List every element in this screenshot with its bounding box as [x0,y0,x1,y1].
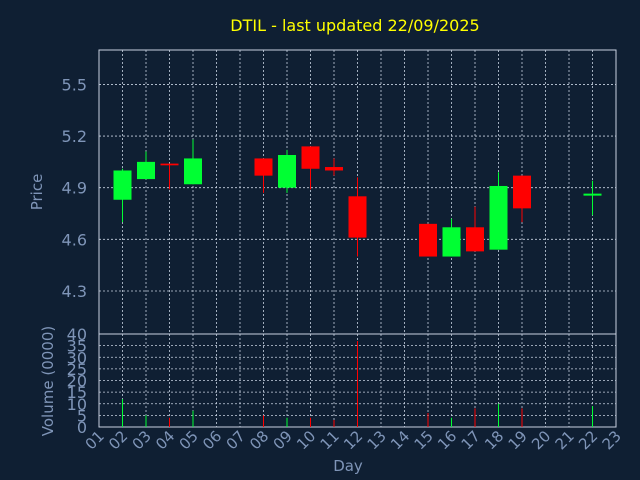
price-y-ticks: 4.3 4.6 4.9 5.2 5.5 [62,75,87,301]
x-tick-label: 20 [528,427,554,453]
candle-body [137,161,155,180]
volume-tick-label: 30 [67,348,87,367]
x-tick-label: 15 [411,427,437,453]
candle-body [513,175,531,209]
x-tick-label: 02 [105,427,131,453]
price-tick-label: 5.5 [62,75,87,94]
x-tick-label: 19 [505,427,531,453]
volume-axis-label: Volume (0000) [39,326,57,436]
x-tick-label: 08 [246,427,272,453]
x-tick-label: 10 [293,427,319,453]
x-tick-label: 18 [481,427,507,453]
x-axis-label: Day [333,457,363,475]
x-tick-label: 13 [364,427,390,453]
candle-body [254,158,273,176]
x-tick-label: 04 [152,427,178,453]
x-ticks: 0102030405060708091011121314151617181920… [82,427,625,453]
x-tick-label: 16 [434,427,460,453]
price-tick-label: 4.6 [62,230,87,249]
price-tick-label: 5.2 [62,127,87,146]
candle-body [160,163,179,166]
volume-tick-label: 35 [67,337,87,356]
volume-bars [122,340,593,427]
x-tick-label: 06 [199,427,225,453]
candle-body [466,227,484,252]
x-tick-label: 14 [387,427,413,453]
volume-tick-label: 25 [67,360,87,379]
x-tick-label: 09 [270,427,296,453]
volume-tick-label: 20 [67,372,87,391]
candle-body [419,223,437,257]
price-tick-label: 4.9 [62,179,87,198]
volume-tick-label: 10 [67,395,87,414]
x-tick-label: 17 [458,427,484,453]
x-tick-label: 05 [176,427,202,453]
price-tick-label: 4.3 [62,282,87,301]
volume-tick-label: 15 [67,383,87,402]
x-tick-label: 11 [317,427,343,453]
candle-body [113,170,132,200]
x-tick-label: 23 [599,427,625,453]
x-tick-label: 07 [223,427,249,453]
x-tick-label: 21 [552,427,578,453]
chart-title: DTIL - last updated 22/09/2025 [230,16,479,35]
candle-body [442,227,461,257]
candle-body [325,167,343,171]
price-axis-label: Price [28,174,46,211]
candle-body [184,158,202,185]
volume-tick-label: 0 [77,418,87,437]
x-tick-label: 03 [129,427,155,453]
x-tick-label: 22 [575,427,601,453]
candle-body [489,185,508,250]
candles [113,139,602,257]
x-tick-label: 12 [340,427,366,453]
candle-body [348,196,367,238]
candle-body [278,154,296,188]
volume-tick-label: 40 [67,325,87,344]
candle-body [301,146,320,169]
volume-tick-label: 5 [77,406,87,425]
